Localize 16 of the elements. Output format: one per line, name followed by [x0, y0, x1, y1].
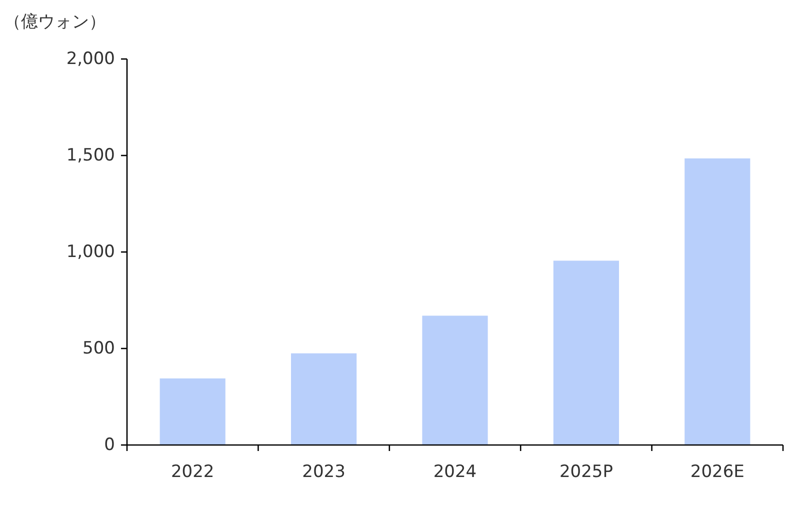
y-tick-label: 500 — [82, 338, 115, 358]
x-tick-label: 2024 — [433, 462, 477, 482]
y-tick-label: 1,500 — [66, 146, 115, 166]
bar — [160, 378, 226, 445]
bar — [684, 158, 750, 445]
x-tick-label: 2025P — [559, 462, 613, 482]
bar — [553, 260, 619, 445]
y-tick-label: 1,000 — [66, 242, 115, 262]
bar — [422, 316, 488, 445]
bar — [291, 353, 357, 445]
x-tick-label: 2026E — [690, 462, 744, 482]
y-axis-title: （億ウォン） — [4, 12, 106, 32]
x-tick-label: 2023 — [302, 462, 346, 482]
y-tick-label: 2,000 — [66, 49, 115, 69]
y-tick-label: 0 — [104, 435, 115, 455]
x-tick-label: 2022 — [170, 462, 214, 482]
